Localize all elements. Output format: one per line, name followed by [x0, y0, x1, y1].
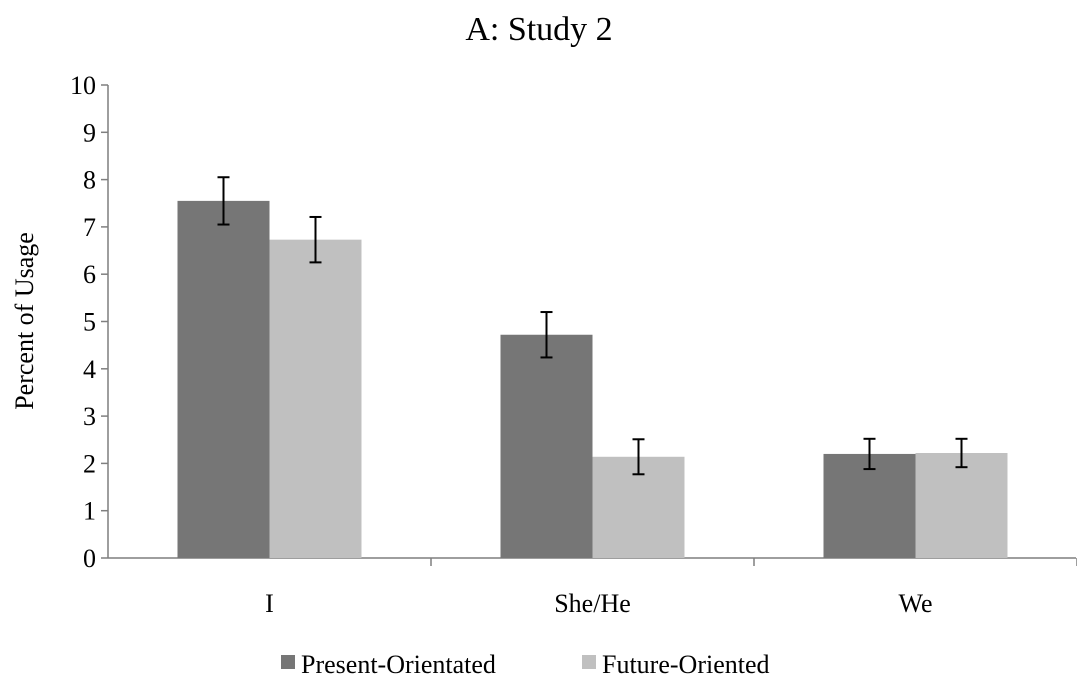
chart-title: A: Study 2	[465, 11, 612, 48]
bar	[823, 453, 916, 558]
bar	[915, 452, 1008, 558]
y-axis-label: Percent of Usage	[10, 232, 39, 410]
y-tick-label: 7	[83, 213, 96, 242]
legend-swatch	[582, 655, 596, 669]
y-tick-label: 8	[83, 166, 96, 195]
bar	[177, 200, 270, 558]
y-tick-label: 0	[83, 544, 96, 573]
y-tick-label: 4	[83, 355, 96, 384]
y-tick-label: 1	[83, 497, 96, 526]
x-tick-label: I	[265, 589, 274, 618]
bar	[500, 334, 593, 558]
bar	[269, 239, 362, 558]
y-tick-label: 5	[83, 308, 96, 337]
plot-area: 0 1 2 3 4 5 6 7 8 9 10 I She/He We	[70, 71, 1077, 618]
y-tick-label: 3	[83, 402, 96, 431]
legend-swatch	[281, 655, 295, 669]
legend-label: Future-Oriented	[602, 650, 770, 679]
x-tick-label: We	[899, 589, 933, 618]
legend-label: Present-Orientated	[301, 650, 496, 679]
y-tick-label: 10	[70, 71, 96, 100]
y-tick-label: 9	[83, 118, 96, 147]
y-tick-label: 6	[83, 260, 96, 289]
y-tick-label: 2	[83, 449, 96, 478]
x-tick-label: She/He	[554, 589, 631, 618]
legend: Present-Orientated Future-Oriented	[281, 650, 770, 679]
